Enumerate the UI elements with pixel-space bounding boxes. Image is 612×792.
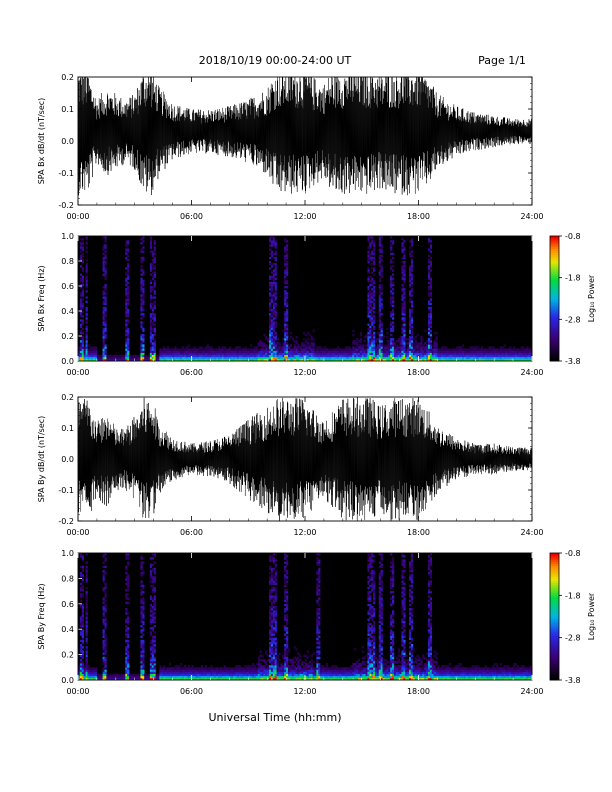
bx-spec-colorbar-tick: -2.8 xyxy=(565,315,581,324)
bx-spec-colorbar-tick: -1.8 xyxy=(565,274,581,283)
bx-spec-colorbar-label: Log₁₀ Power xyxy=(587,274,596,322)
bx-spec-colorbar-tick: -3.8 xyxy=(565,357,581,366)
bx-wave-ylabel: SPA Bx dB/dt (nT/sec) xyxy=(37,98,46,185)
by-spec-panel: 1.0 0.8 0.6 0.4 0.2 0.0 -0.8 -1.8 -2.8 -3.8 Log₁₀ … xyxy=(37,549,596,696)
by-wave-xtick-label: 00:00 xyxy=(66,528,89,537)
bx-spec-cells xyxy=(78,236,533,362)
bx-wave-xtick-label: 00:00 xyxy=(66,212,89,221)
bx-wave-xtick-label: 18:00 xyxy=(407,212,430,221)
bx-spec-ylabel: SPA Bx Freq (Hz) xyxy=(37,265,46,331)
bx-spec-xtick-label: 06:00 xyxy=(180,368,203,377)
bx-wave-ytick-label: -0.1 xyxy=(58,169,74,178)
by-spec-ytick-label: 0.4 xyxy=(61,625,74,634)
x-axis-title: Universal Time (hh:mm) xyxy=(209,711,342,724)
by-spec-colorbar-label: Log₁₀ Power xyxy=(587,592,596,640)
by-spec-ytick-label: 1.0 xyxy=(61,549,74,558)
by-spec-xtick-label: 18:00 xyxy=(407,687,430,696)
bx-spec-ytick-label: 0.6 xyxy=(61,282,74,291)
bx-wave-xtick-label: 06:00 xyxy=(180,212,203,221)
by-spec-colorbar-tick: -0.8 xyxy=(565,549,581,558)
by-spec-colorbar-tick: -2.8 xyxy=(565,634,581,643)
by-spec-xtick-label: 06:00 xyxy=(180,687,203,696)
bx-wave-xtick-label: 12:00 xyxy=(293,212,316,221)
by-spec-cells xyxy=(78,553,533,681)
by-wave-ylabel: SPA By dB/dt (nT/sec) xyxy=(37,416,46,503)
bx-spec-colorbar-tick: -0.8 xyxy=(565,232,581,241)
bx-wave-panel: 0.2 0.1 0.0 -0.1 -0.2 00:00 06:00 12:00 18:00 24:… xyxy=(37,73,544,221)
bx-spec-ytick-label: 0.2 xyxy=(61,332,74,341)
bx-spec-ytick-label: 0.0 xyxy=(61,357,74,366)
by-spec-ylabel: SPA By Freq (Hz) xyxy=(37,583,46,649)
by-spec-ytick-label: 0.8 xyxy=(61,574,74,583)
by-spec-xtick-label: 24:00 xyxy=(520,687,543,696)
by-wave-panel: 0.2 0.1 0.0 -0.1 -0.2 00:00 06:00 12:00 18:00 24:… xyxy=(37,393,544,537)
by-wave-ytick-label: 0.1 xyxy=(61,424,74,433)
bx-wave-xtick-label: 24:00 xyxy=(520,212,543,221)
bx-spec-xtick-label: 18:00 xyxy=(407,368,430,377)
by-spec-xtick-label: 12:00 xyxy=(293,687,316,696)
bx-spec-xtick-label: 00:00 xyxy=(66,368,89,377)
by-spec-colorbar: -0.8 -1.8 -2.8 -3.8 Log₁₀ Power xyxy=(549,549,596,685)
bx-wave-trace xyxy=(78,77,532,196)
bx-wave-ytick-label: 0.0 xyxy=(61,137,74,146)
page-indicator: Page 1/1 xyxy=(478,54,526,67)
by-wave-xtick-label: 12:00 xyxy=(293,528,316,537)
by-wave-trace xyxy=(78,397,532,521)
by-spec-ytick-label: 0.6 xyxy=(61,600,74,609)
bx-spec-colorbar: -0.8 -1.8 -2.8 -3.8 Log₁₀ Power xyxy=(549,232,596,366)
by-wave-ytick-label: -0.2 xyxy=(58,517,74,526)
by-wave-ytick-label: 0.0 xyxy=(61,455,74,464)
figure-title: 2018/10/19 00:00-24:00 UT xyxy=(199,54,352,67)
bx-spec-xtick-label: 24:00 xyxy=(520,368,543,377)
by-wave-ytick-label: 0.2 xyxy=(61,393,74,402)
bx-spec-ytick-label: 0.8 xyxy=(61,257,74,266)
bx-spec-panel: 1.0 0.8 0.6 0.4 0.2 0.0 -0.8 -1.8 -2.8 -3.8 Log₁₀ … xyxy=(37,232,596,377)
panels: 0.2 0.1 0.0 -0.1 -0.2 00:00 06:00 12:00 18:00 24:… xyxy=(37,73,596,696)
bx-spec-ytick-label: 0.4 xyxy=(61,307,74,316)
by-spec-colorbar-tick: -3.8 xyxy=(565,676,581,685)
by-spec-xtick-label: 00:00 xyxy=(66,687,89,696)
bx-spec-xtick-label: 12:00 xyxy=(293,368,316,377)
by-wave-xtick-label: 18:00 xyxy=(407,528,430,537)
bx-wave-ytick-label: -0.2 xyxy=(58,201,74,210)
by-spec-ytick-label: 0.0 xyxy=(61,676,74,685)
by-wave-xtick-label: 24:00 xyxy=(520,528,543,537)
bx-wave-ytick-label: 0.1 xyxy=(61,105,74,114)
by-spec-ytick-label: 0.2 xyxy=(61,651,74,660)
by-wave-ytick-label: -0.1 xyxy=(58,486,74,495)
bx-wave-ytick-label: 0.2 xyxy=(61,73,74,82)
by-wave-xtick-label: 06:00 xyxy=(180,528,203,537)
bx-spec-ytick-label: 1.0 xyxy=(61,232,74,241)
by-spec-colorbar-tick: -1.8 xyxy=(565,591,581,600)
